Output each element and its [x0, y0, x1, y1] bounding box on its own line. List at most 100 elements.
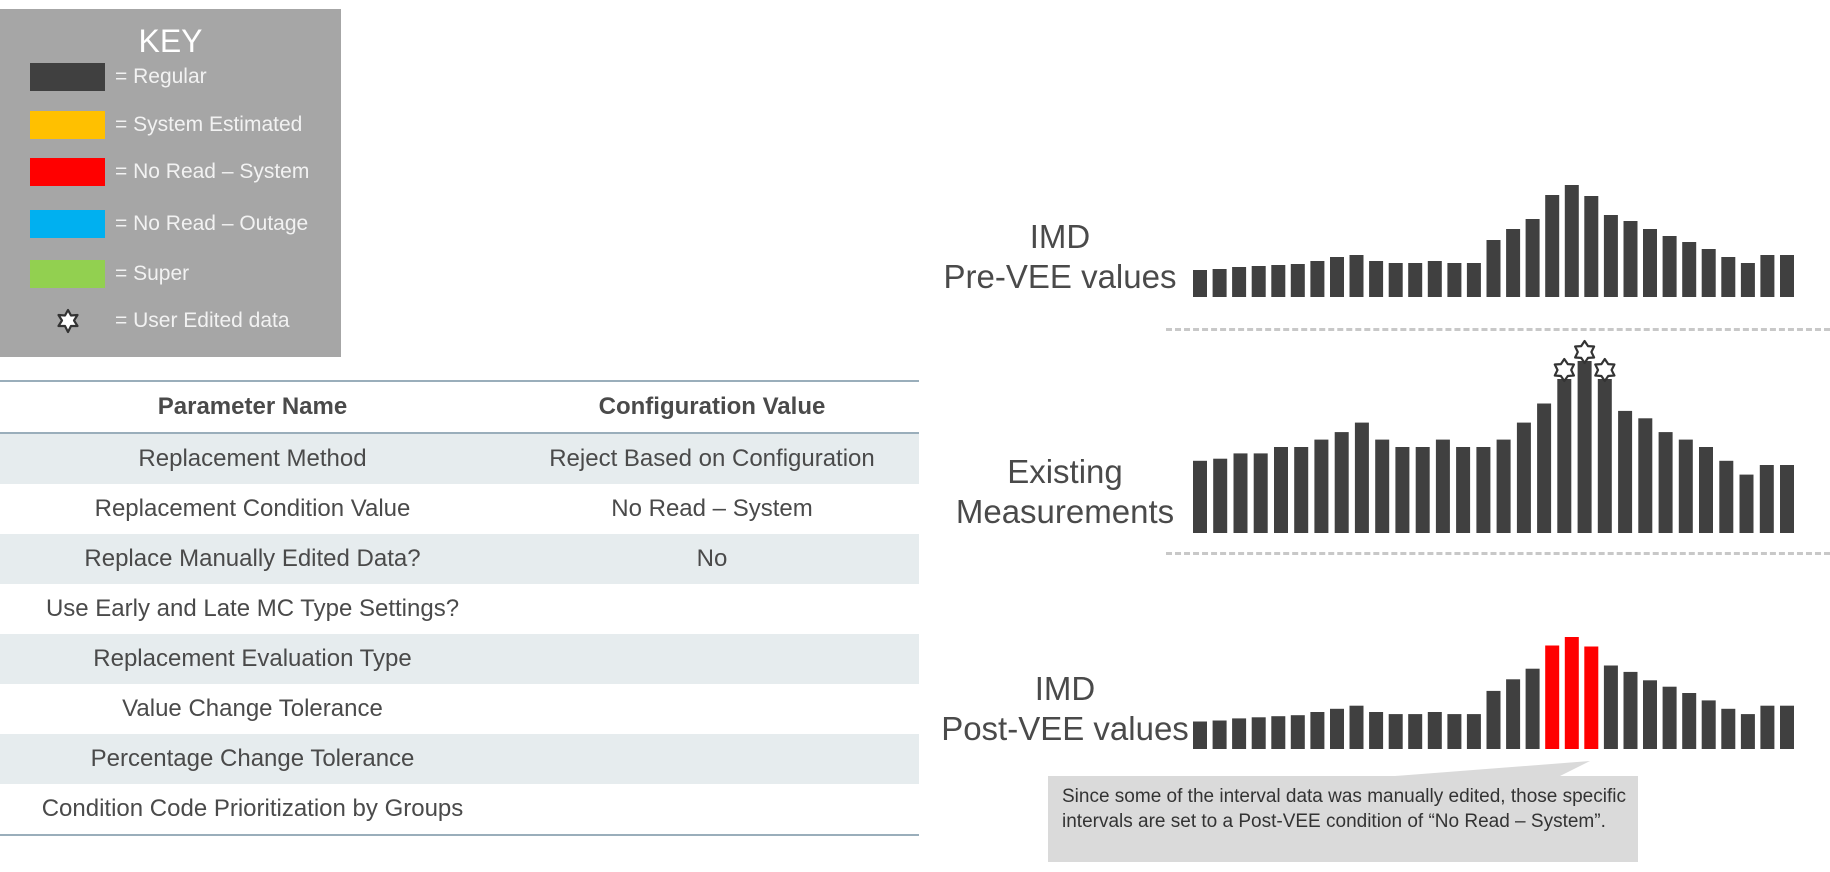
post-vee-bar	[1701, 700, 1716, 749]
post-vee-bar	[1349, 705, 1364, 749]
key-item-system-estimated: = System Estimated	[30, 111, 330, 139]
pre-vee-bar	[1506, 229, 1521, 297]
pre-vee-bar	[1271, 265, 1286, 297]
existing-bar	[1597, 379, 1612, 533]
post-vee-bar	[1760, 705, 1775, 749]
table-header-row: Parameter Name Configuration Value	[0, 382, 919, 434]
key-item-no-read-outage: = No Read – Outage	[30, 210, 330, 238]
pre-vee-bar	[1232, 267, 1247, 297]
post-vee-bar	[1193, 721, 1207, 749]
existing-bar	[1415, 447, 1430, 533]
key-item-super: = Super	[30, 260, 330, 288]
existing-bar	[1739, 474, 1754, 533]
post-vee-bar	[1232, 718, 1247, 749]
post-vee-bar	[1310, 712, 1325, 749]
existing-bar	[1253, 453, 1268, 533]
pre-vee-bar	[1525, 219, 1540, 297]
existing-bar	[1638, 418, 1653, 533]
pre-vee-bar	[1486, 240, 1501, 297]
existing-bar	[1274, 447, 1288, 533]
post-vee-label-line2: Post-VEE values	[941, 710, 1189, 747]
no-read-system-swatch	[30, 158, 105, 186]
existing-bar	[1193, 460, 1207, 533]
pre-vee-label-line2: Pre-VEE values	[943, 258, 1177, 295]
parameter-table: Parameter Name Configuration Value Repla…	[0, 380, 919, 836]
post-vee-bar	[1662, 686, 1677, 749]
existing-bar	[1456, 447, 1471, 533]
existing-bar	[1334, 432, 1349, 533]
star-icon	[57, 308, 79, 334]
post-vee-bar	[1271, 716, 1286, 749]
post-vee-bar	[1525, 668, 1540, 749]
key-item-user-edited: = User Edited data	[30, 307, 330, 335]
table-row: Percentage Change Tolerance	[0, 734, 919, 784]
key-label-no-read-outage: = No Read – Outage	[115, 212, 309, 235]
pre-vee-bar	[1721, 257, 1736, 297]
header-configuration-value: Configuration Value	[598, 393, 826, 420]
pre-vee-bar	[1427, 261, 1442, 297]
configuration-value-cell: No Read – System	[611, 495, 813, 522]
post-vee-bar	[1623, 671, 1638, 749]
table-row: Replacement Evaluation Type	[0, 634, 919, 684]
table-row: Replacement Method Reject Based on Confi…	[0, 434, 919, 484]
post-vee-label-line1: IMD	[1034, 670, 1096, 707]
system-estimated-swatch	[30, 111, 105, 139]
table-row: Replacement Condition Value No Read – Sy…	[0, 484, 919, 534]
separator-dashed-line	[1166, 552, 1830, 555]
existing-bar	[1395, 447, 1410, 533]
key-title: KEY	[138, 23, 203, 59]
existing-bar	[1354, 422, 1369, 533]
existing-bar	[1294, 447, 1309, 533]
table-row: Replace Manually Edited Data? No	[0, 534, 919, 584]
key-label-super: = Super	[115, 262, 190, 285]
post-vee-bar	[1721, 708, 1736, 749]
separator-dashed-line	[1166, 328, 1830, 331]
existing-bar	[1375, 439, 1390, 533]
post-vee-bar	[1388, 714, 1403, 749]
pre-vee-bar	[1251, 266, 1266, 297]
table-row: Use Early and Late MC Type Settings?	[0, 584, 919, 634]
existing-bar	[1618, 410, 1633, 533]
key-label-no-read-system: = No Read – System	[115, 160, 310, 183]
existing-bar	[1537, 403, 1552, 533]
key-item-regular: = Regular	[30, 63, 330, 91]
parameter-name-cell: Replacement Condition Value	[94, 495, 411, 522]
table-row: Value Change Tolerance	[0, 684, 919, 734]
configuration-value-cell: Reject Based on Configuration	[549, 445, 875, 472]
pre-vee-bar	[1584, 196, 1599, 297]
existing-bar	[1658, 432, 1673, 533]
super-swatch	[30, 260, 105, 288]
star-icon	[1594, 357, 1616, 383]
post-vee-bar	[1643, 680, 1657, 749]
table-row: Condition Code Prioritization by Groups	[0, 784, 919, 834]
post-vee-bar	[1212, 720, 1227, 749]
post-vee-bar	[1447, 714, 1462, 749]
pre-vee-label-line1: IMD	[1029, 218, 1091, 255]
pre-vee-bar	[1369, 261, 1384, 297]
star-icon	[1553, 357, 1576, 383]
post-vee-bar	[1780, 705, 1794, 749]
post-vee-bar	[1564, 637, 1579, 749]
pre-vee-bar	[1682, 242, 1697, 297]
pre-vee-bar	[1643, 229, 1657, 297]
existing-bar	[1699, 447, 1713, 533]
key-item-no-read-system: = No Read – System	[30, 158, 330, 186]
pre-vee-bar	[1408, 263, 1423, 297]
post-vee-bar	[1369, 712, 1384, 749]
post-vee-bar	[1466, 714, 1481, 749]
post-vee-bar	[1506, 679, 1521, 749]
post-vee-bar	[1740, 714, 1755, 749]
pre-vee-bar	[1447, 263, 1462, 297]
pre-vee-bar	[1760, 255, 1775, 297]
pre-vee-bar	[1780, 255, 1794, 297]
existing-bar	[1577, 361, 1592, 533]
existing-bar	[1314, 439, 1329, 533]
pre-vee-bar	[1330, 257, 1344, 297]
post-vee-bar	[1682, 693, 1697, 749]
pre-vee-bar	[1701, 249, 1716, 297]
pre-vee-bar	[1603, 215, 1618, 297]
existing-bar	[1780, 465, 1794, 533]
no-read-outage-swatch	[30, 210, 105, 238]
